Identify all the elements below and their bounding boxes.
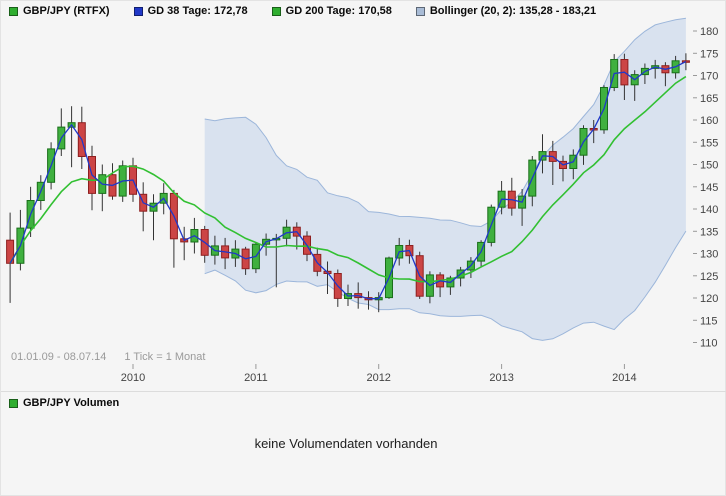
y-axis-label: 150 xyxy=(700,160,718,172)
legend-item-symbol: GBP/JPY (RTFX) xyxy=(9,5,110,17)
panel-divider xyxy=(1,391,726,392)
no-volume-message: keine Volumendaten vorhanden xyxy=(254,436,438,451)
gd38-color-swatch xyxy=(133,6,143,16)
volume-panel: GBP/JPY Volumen keine Volumendaten vorha… xyxy=(1,392,726,496)
legend-label-gd38: GD 38 Tage: 172,78 xyxy=(147,5,248,17)
y-axis-label: 130 xyxy=(700,249,718,261)
date-range-label: 01.01.09 - 08.07.14 xyxy=(11,351,107,363)
legend-item-bollinger: Bollinger (20, 2): 135,28 - 183,21 xyxy=(415,5,597,17)
legend-label-gd200: GD 200 Tage: 170,58 xyxy=(285,5,392,17)
series-color-swatch xyxy=(9,6,18,16)
y-axis-label: 155 xyxy=(700,137,718,149)
x-axis-label: 2014 xyxy=(612,372,636,384)
y-axis-label: 125 xyxy=(700,271,718,283)
y-axis-label: 115 xyxy=(700,315,718,327)
volume-legend-label: GBP/JPY Volumen xyxy=(23,397,120,409)
gd38-line xyxy=(9,60,687,300)
gd200-color-swatch xyxy=(271,6,281,16)
y-axis-label: 175 xyxy=(700,48,718,60)
tick-interval-label: 1 Tick = 1 Monat xyxy=(124,351,206,363)
y-axis-label: 135 xyxy=(700,226,718,238)
legend-item-gd200: GD 200 Tage: 170,58 xyxy=(271,5,392,17)
legend-item-gd38: GD 38 Tage: 172,78 xyxy=(133,5,248,17)
main-legend: GBP/JPY (RTFX) GD 38 Tage: 172,78 GD 200… xyxy=(9,5,596,17)
x-axis-label: 2011 xyxy=(244,372,268,384)
x-axis-label: 2010 xyxy=(121,372,145,384)
volume-color-swatch xyxy=(9,398,18,408)
y-axis-label: 120 xyxy=(700,293,718,305)
x-axis-label: 2013 xyxy=(489,372,513,384)
bollinger-band xyxy=(204,17,687,341)
y-axis-label: 145 xyxy=(700,182,718,194)
y-axis-label: 140 xyxy=(700,204,718,216)
bollinger-color-swatch xyxy=(415,6,425,16)
gd200-line xyxy=(9,75,687,283)
legend-label-bollinger: Bollinger (20, 2): 135,28 - 183,21 xyxy=(429,5,597,17)
y-axis-label: 160 xyxy=(700,115,718,127)
chart-footer-info: 01.01.09 - 08.07.14 1 Tick = 1 Monat xyxy=(11,351,205,363)
x-axis-label: 2012 xyxy=(366,372,390,384)
legend-label-symbol: GBP/JPY (RTFX) xyxy=(23,5,110,17)
price-chart-canvas[interactable]: 180 175 170 165 160 155 150 145 140 135 130 125 120 1… xyxy=(1,1,726,391)
y-axis-label: 110 xyxy=(700,338,718,350)
y-axis-label: 165 xyxy=(700,93,718,105)
volume-legend: GBP/JPY Volumen xyxy=(9,397,119,409)
axes: 180 175 170 165 160 155 150 145 140 135 130 125 120 1… xyxy=(121,26,719,384)
y-axis-label: 170 xyxy=(700,71,718,83)
y-axis-label: 180 xyxy=(700,26,718,38)
